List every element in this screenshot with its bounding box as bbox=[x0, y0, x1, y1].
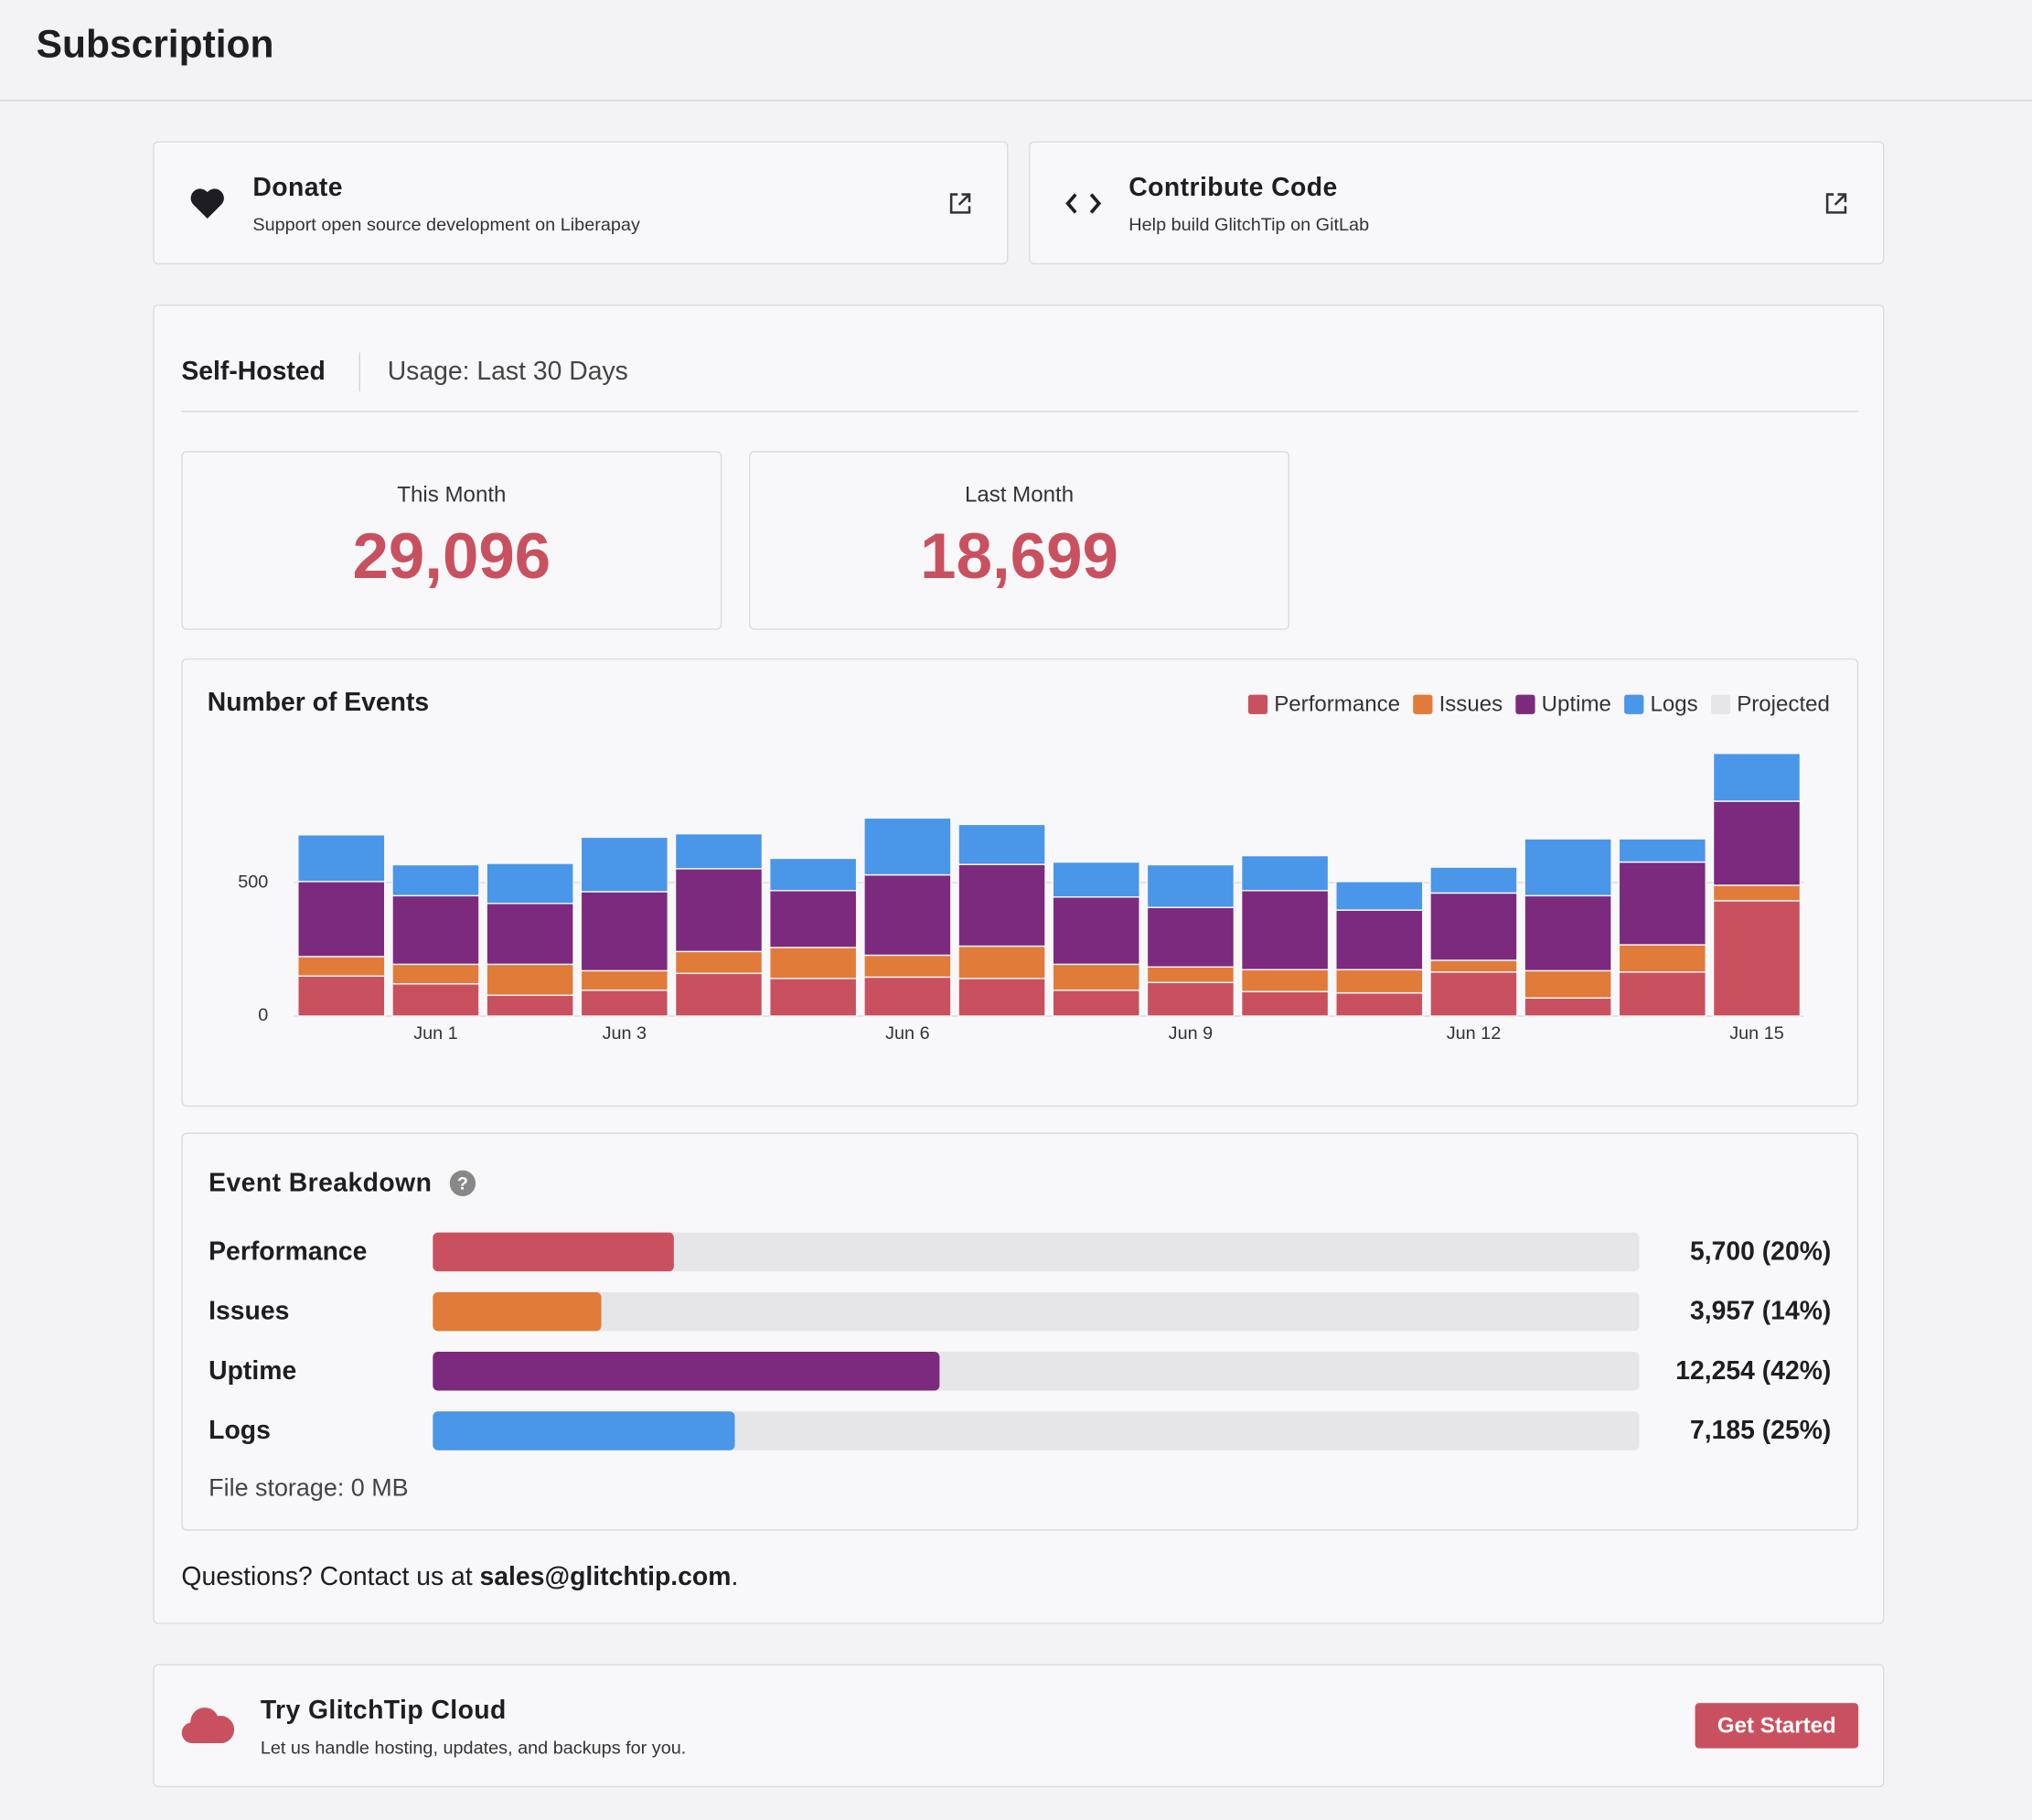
stat-label: This Month bbox=[397, 482, 507, 508]
donate-card[interactable]: Donate Support open source development o… bbox=[153, 141, 1009, 265]
heart-icon bbox=[190, 188, 224, 219]
link-title: Donate bbox=[252, 173, 343, 203]
stat-box: Last Month 18,699 bbox=[749, 451, 1290, 630]
bar-track bbox=[433, 1291, 1640, 1332]
row-name: Uptime bbox=[209, 1356, 297, 1386]
bar-fill bbox=[433, 1352, 940, 1391]
tab-divider bbox=[358, 352, 360, 391]
stat-label: Last Month bbox=[964, 482, 1075, 508]
row-name: Performance bbox=[209, 1237, 368, 1267]
breakdown-title: Event Breakdown bbox=[209, 1169, 433, 1198]
row-value: 3,957 (14%) bbox=[1689, 1297, 1832, 1326]
header: Subscription bbox=[0, 0, 2032, 102]
page-title: Subscription bbox=[36, 23, 274, 67]
chart-box bbox=[181, 658, 1859, 1108]
bar-track bbox=[433, 1232, 1640, 1272]
tab[interactable]: Self-Hosted bbox=[181, 358, 326, 387]
contact-email[interactable]: sales@glitchtip.com bbox=[479, 1563, 732, 1592]
cloud-title: Try GlitchTip Cloud bbox=[260, 1696, 507, 1726]
cloud-card: Try GlitchTip Cloud Let us handle hostin… bbox=[153, 1664, 1885, 1788]
stat-value: 18,699 bbox=[920, 519, 1118, 593]
usage-card: Self-Hosted Usage: Last 30 Days This Mon… bbox=[153, 305, 1885, 1624]
stat-box: This Month 29,096 bbox=[181, 451, 722, 630]
get-started-button[interactable]: Get Started bbox=[1695, 1703, 1859, 1749]
row-value: 12,254 (42%) bbox=[1675, 1356, 1832, 1386]
bar-fill bbox=[433, 1411, 735, 1451]
link-text: Support open source development on Liber… bbox=[252, 213, 640, 235]
storage-text: File storage: 0 MB bbox=[209, 1474, 409, 1503]
contact-end: . bbox=[731, 1563, 739, 1592]
row-name: Issues bbox=[209, 1297, 290, 1326]
tab[interactable]: Usage: Last 30 Days bbox=[387, 358, 628, 387]
breakdown-box: Event Breakdown ? Performance 5,700 (20%)… bbox=[181, 1132, 1859, 1531]
contact-line: Questions? Contact us at sales@glitchtip… bbox=[181, 1563, 738, 1593]
code-icon bbox=[1065, 193, 1102, 214]
bar-fill bbox=[433, 1232, 675, 1272]
svg-text:?: ? bbox=[457, 1173, 468, 1194]
cloud-icon bbox=[181, 1708, 235, 1743]
row-value: 5,700 (20%) bbox=[1689, 1237, 1832, 1267]
row-value: 7,185 (25%) bbox=[1689, 1416, 1832, 1446]
row-name: Logs bbox=[209, 1416, 271, 1446]
link-text: Help build GlitchTip on GitLab bbox=[1128, 213, 1370, 235]
bar-track bbox=[433, 1411, 1640, 1451]
help-icon[interactable]: ? bbox=[448, 1169, 476, 1197]
contribute-card[interactable]: Contribute Code Help build GlitchTip on … bbox=[1029, 141, 1885, 265]
bar-track bbox=[433, 1352, 1640, 1391]
tabs-border bbox=[181, 411, 1859, 412]
cloud-text: Let us handle hosting, updates, and back… bbox=[260, 1736, 687, 1758]
stat-value: 29,096 bbox=[352, 519, 551, 593]
contact-text: Questions? Contact us at bbox=[181, 1563, 473, 1592]
bar-fill bbox=[433, 1291, 602, 1332]
external-icon bbox=[1825, 193, 1847, 214]
link-title: Contribute Code bbox=[1128, 173, 1338, 203]
external-icon bbox=[949, 193, 971, 214]
